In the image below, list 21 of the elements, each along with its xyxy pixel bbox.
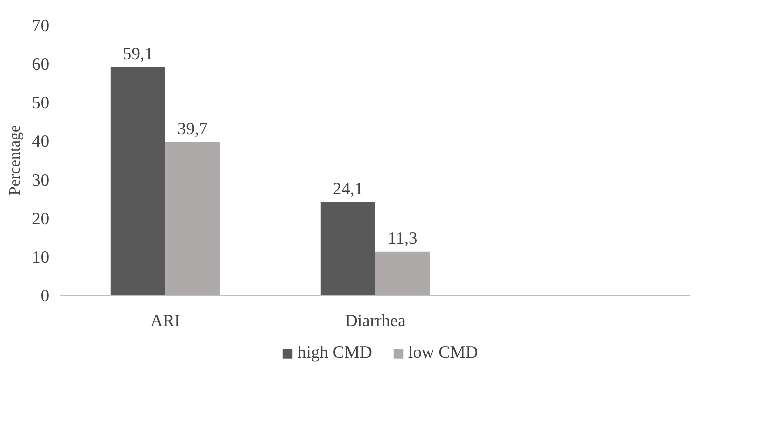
- y-tick-label: 10: [32, 248, 50, 267]
- legend-label: low CMD: [408, 343, 478, 363]
- y-tick-label: 70: [32, 16, 50, 36]
- data-label: 59,1: [123, 44, 154, 64]
- x-tick-label: Diarrhea: [345, 312, 406, 330]
- bar: [376, 252, 430, 296]
- bar: [166, 142, 220, 296]
- bar: [110, 68, 166, 296]
- y-tick-label: 0: [40, 286, 50, 306]
- data-label: 39,7: [178, 119, 208, 138]
- y-tick-label: 20: [32, 209, 50, 228]
- y-tick-label: 50: [32, 94, 50, 113]
- x-tick-label: ARI: [150, 312, 181, 330]
- y-tick-label: 40: [32, 132, 50, 152]
- data-label: 24,1: [333, 180, 364, 199]
- y-tick-label: 30: [32, 170, 50, 190]
- legend-label: high CMD: [298, 343, 372, 363]
- data-label: 11,3: [388, 228, 418, 248]
- y-axis-title: Percentage: [7, 125, 24, 196]
- y-tick-label: 60: [32, 55, 50, 74]
- bar: [320, 202, 376, 296]
